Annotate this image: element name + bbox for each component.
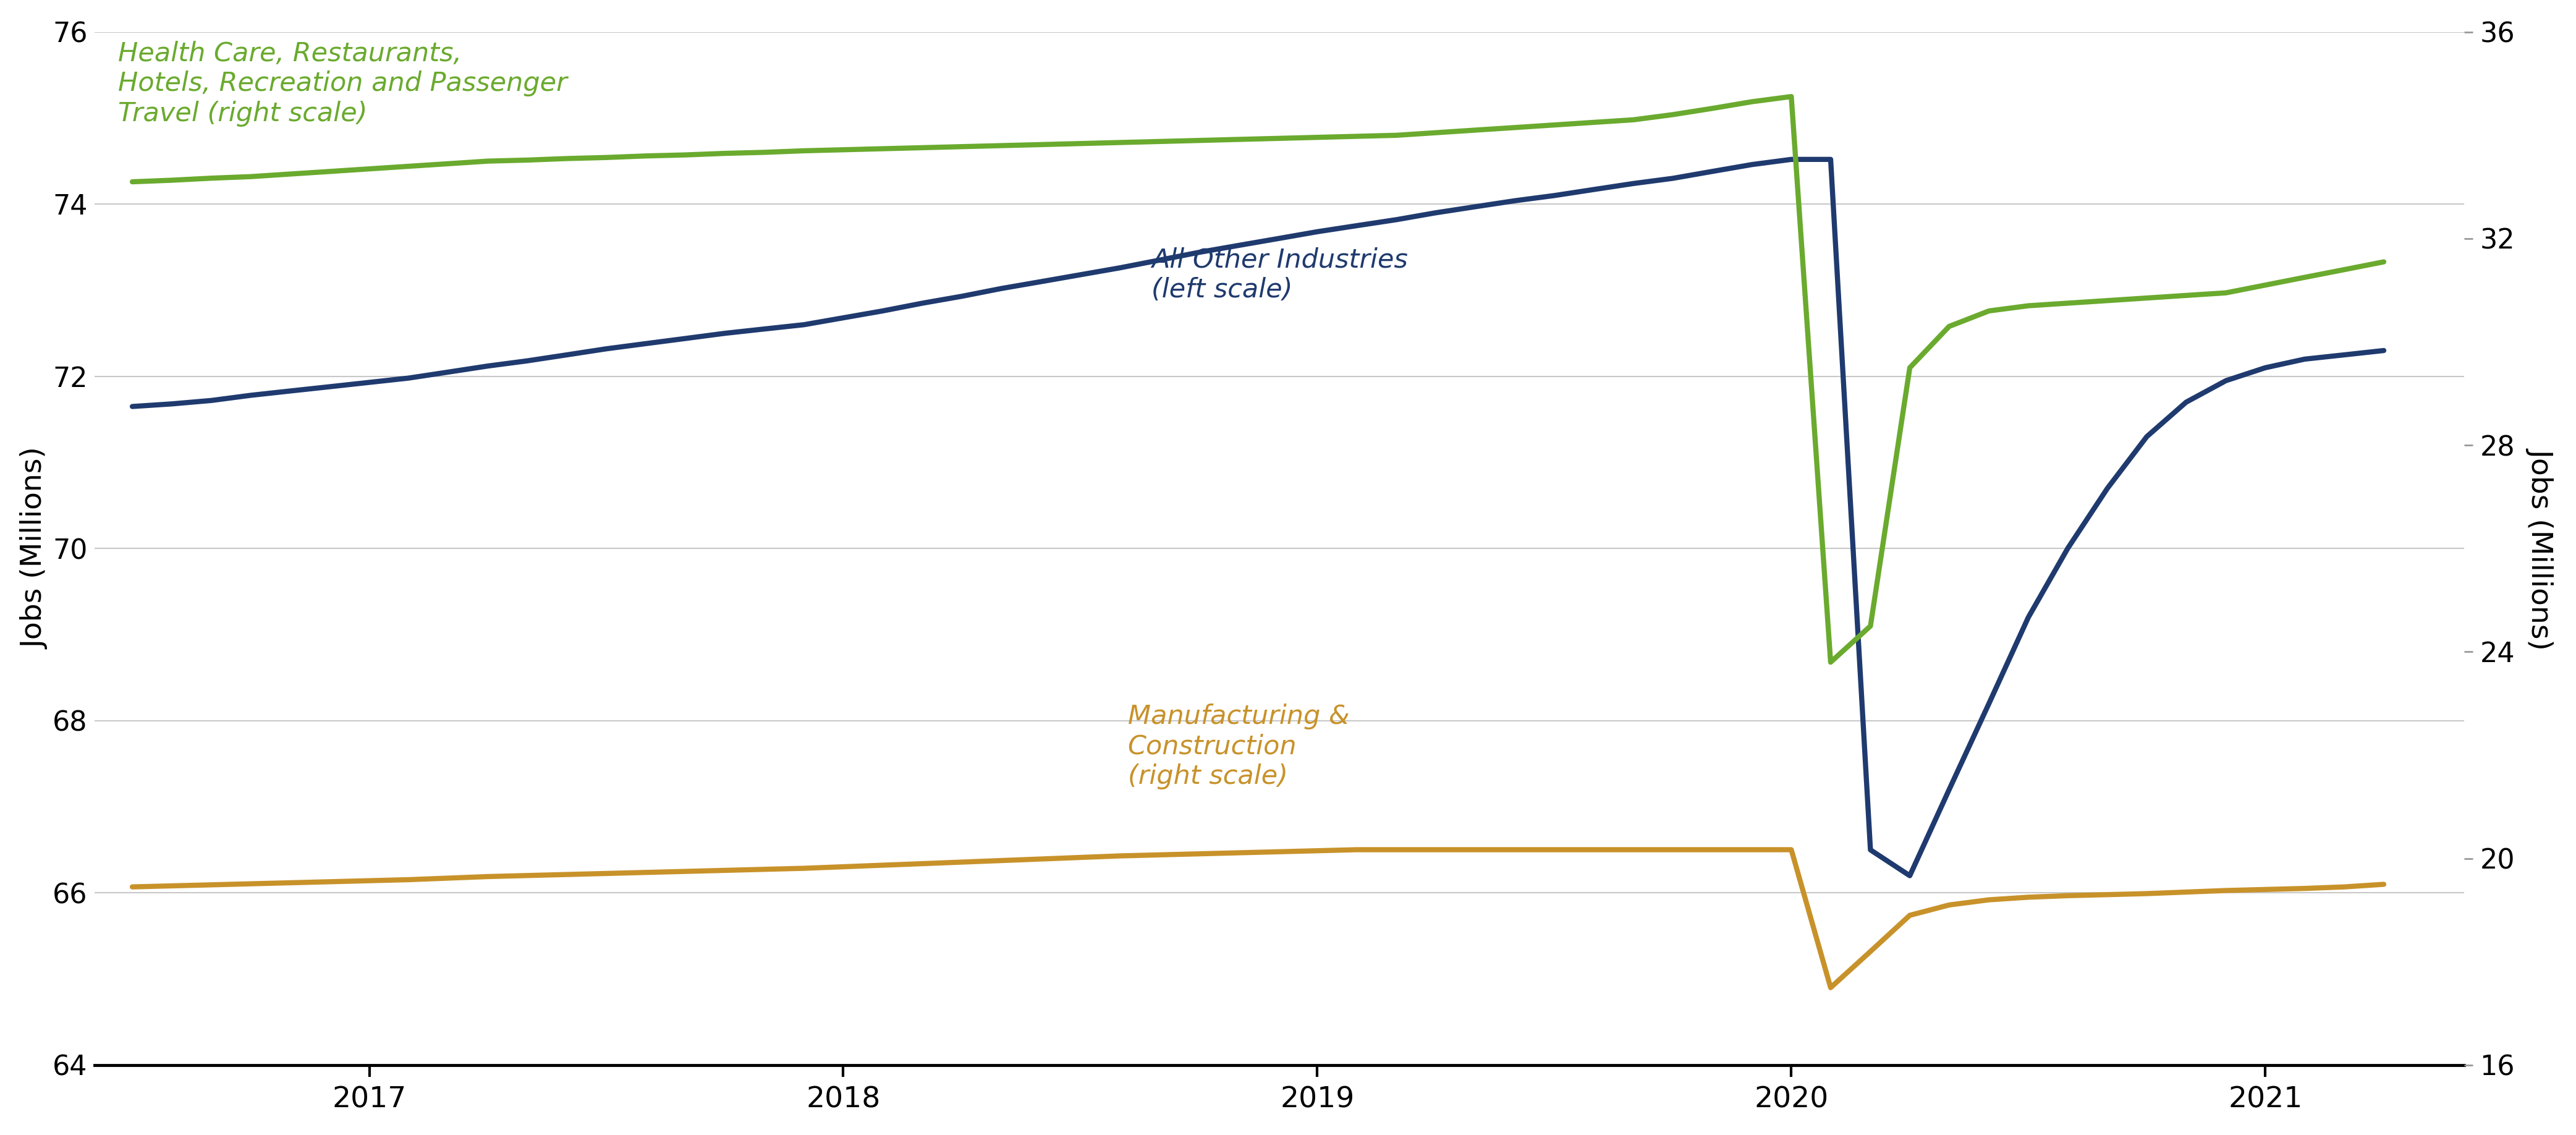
Y-axis label: Jobs (Millions): Jobs (Millions) bbox=[2527, 448, 2555, 649]
Text: Manufacturing &
Construction
(right scale): Manufacturing & Construction (right scal… bbox=[1128, 704, 1350, 790]
Y-axis label: Jobs (Millions): Jobs (Millions) bbox=[21, 448, 49, 649]
Text: All Other Industries
(left scale): All Other Industries (left scale) bbox=[1151, 247, 1409, 303]
Text: Health Care, Restaurants,
Hotels, Recreation and Passenger
Travel (right scale): Health Care, Restaurants, Hotels, Recrea… bbox=[118, 41, 567, 127]
